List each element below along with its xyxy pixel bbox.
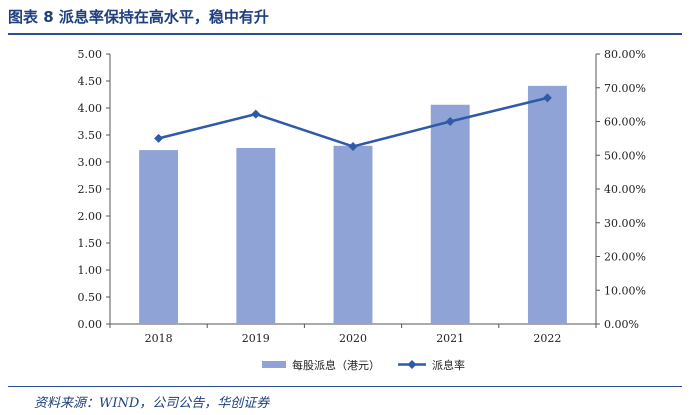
payout-ratio-line	[158, 96, 548, 148]
x-tick-label: 2021	[436, 332, 464, 345]
x-tick-label: 2022	[533, 332, 561, 345]
y-left-tick-label: 2.50	[78, 183, 103, 196]
bar-series	[139, 85, 567, 324]
y-left-tick-label: 1.50	[78, 237, 103, 250]
y-left-tick-label: 2.00	[78, 210, 103, 223]
y-left-tick-label: 3.00	[78, 156, 103, 169]
chart-legend: 每股派息（港元） 派息率	[262, 358, 465, 372]
payout-point-2019	[251, 109, 261, 119]
legend-swatch-dividend	[262, 361, 286, 368]
y-right-tick-label: 30.00%	[604, 217, 646, 230]
bar-2019	[236, 147, 276, 324]
legend-label-payout: 派息率	[432, 358, 465, 372]
y-right-tick-label: 40.00%	[604, 183, 646, 196]
bar-2022	[527, 85, 567, 324]
bar-2020	[333, 145, 373, 324]
payout-point-2021	[445, 117, 455, 126]
y-right-tick-label: 50.00%	[604, 149, 646, 162]
y-right-tick-label: 60.00%	[604, 116, 646, 129]
x-tick-label: 2020	[339, 332, 367, 345]
y-right-tick-label: 0.00%	[604, 318, 639, 331]
title-divider	[8, 33, 682, 35]
x-tick-label: 2019	[242, 332, 270, 345]
source-divider	[8, 386, 682, 387]
y-right-tick-label: 70.00%	[604, 82, 646, 95]
y-left-tick-label: 0.50	[78, 291, 103, 304]
figure-title: 图表 8 派息率保持在高水平，稳中有升	[8, 8, 269, 26]
y-left-tick-label: 4.00	[78, 102, 103, 115]
tick-labels: 0.00 0.50 1.00 1.50 2.00 2.50 3.00 3.50 4.00 4.50…	[78, 48, 646, 345]
legend-label-dividend: 每股派息（港元）	[292, 358, 380, 372]
bar-2018	[139, 150, 179, 324]
y-left-tick-label: 3.50	[78, 129, 103, 142]
y-left-tick-label: 1.00	[78, 264, 103, 277]
y-left-tick-label: 0.00	[78, 318, 103, 331]
bar-2021	[430, 104, 470, 324]
payout-point-2018	[154, 133, 164, 143]
source-note: 资料来源：WIND，公司公告，华创证券	[34, 396, 270, 411]
line-series	[154, 93, 552, 151]
payout-point-2020	[348, 141, 358, 151]
y-right-tick-label: 10.00%	[604, 284, 646, 297]
y-left-tick-label: 4.50	[78, 75, 103, 88]
x-tick-label: 2018	[145, 332, 173, 345]
y-right-tick-label: 20.00%	[604, 251, 646, 264]
y-left-tick-label: 5.00	[78, 48, 103, 61]
y-right-tick-label: 80.00%	[604, 48, 646, 61]
legend-marker-payout	[407, 360, 417, 369]
payout-point-2022	[542, 93, 552, 103]
